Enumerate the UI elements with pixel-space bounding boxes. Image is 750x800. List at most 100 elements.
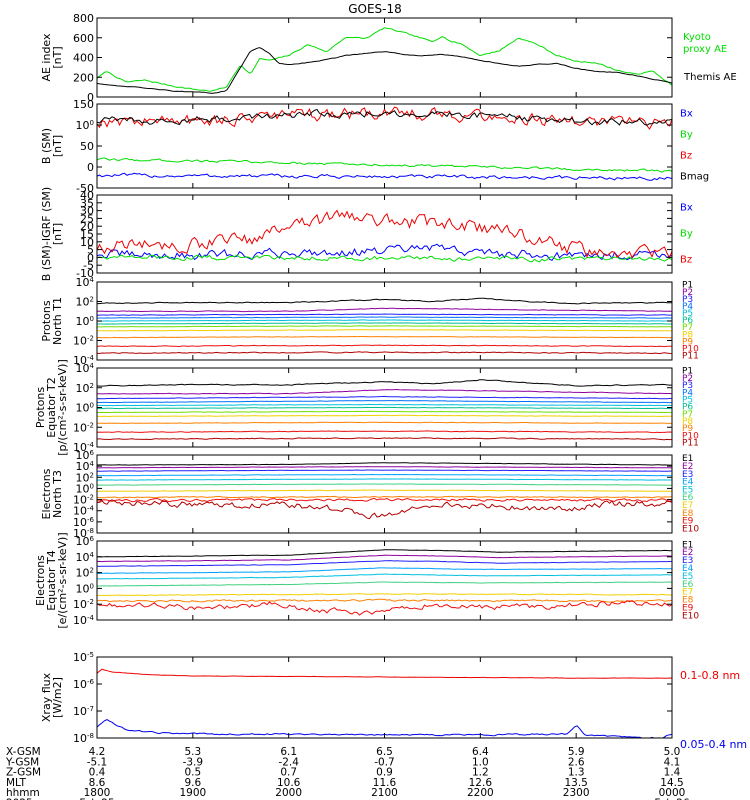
- series-line-e5: [97, 478, 672, 481]
- x-row-label: Y-GSM: [5, 756, 39, 768]
- y-tick-label: 10-6: [73, 678, 95, 691]
- series-line-themis-ae: [97, 47, 672, 94]
- y-tick-label: 106: [76, 535, 95, 548]
- legend-label: 0.05-0.4 nm: [680, 738, 747, 751]
- legend-label: E5: [682, 485, 693, 495]
- legend-label: E2: [682, 462, 693, 472]
- legend-label: Bz: [680, 255, 692, 266]
- legend-label: By: [680, 229, 693, 240]
- x-axis-value: 9.6: [184, 777, 201, 789]
- legend-label: Themis AE: [683, 72, 737, 83]
- y-tick-label: 10: [80, 236, 94, 249]
- legend-label: P4: [682, 388, 693, 398]
- series-line-p3: [97, 313, 672, 316]
- y-tick-label: 10-2: [73, 598, 94, 611]
- x-axis-value: Feb 26: [654, 798, 690, 800]
- x-row-label: X-GSM: [6, 746, 41, 758]
- y-axis-label: Equator T4: [45, 550, 58, 610]
- y-axis-label: [e/(cm²-s-sr-keV)]: [56, 532, 69, 628]
- series-line-p8: [97, 414, 672, 418]
- y-tick-label: 150: [73, 98, 94, 111]
- series-line-p5: [97, 319, 672, 322]
- legend-label: P5: [682, 395, 693, 405]
- y-tick-label: 104: [76, 362, 95, 375]
- y-tick-label: 102: [76, 471, 94, 484]
- series-line-bz: [97, 106, 672, 130]
- legend-label: E1: [682, 540, 693, 550]
- legend-label: P3: [682, 381, 693, 391]
- legend-label: E5: [682, 572, 693, 582]
- legend-label: P10: [682, 431, 699, 441]
- panel-frame: [96, 17, 673, 98]
- y-axis-label: Xray flux: [40, 672, 53, 722]
- series-line-p11: [97, 437, 672, 441]
- series-line-p9: [97, 421, 672, 424]
- legend-label: E9: [682, 517, 694, 527]
- y-axis-label: Equator T2: [45, 377, 58, 437]
- y-axis-label: [p/(cm²-s-sr-keV)]: [56, 359, 69, 456]
- y-tick-label: 100: [76, 119, 94, 132]
- panel-4-series: [97, 297, 672, 355]
- series-line-e4: [97, 473, 672, 477]
- series-line-e10: [97, 499, 672, 520]
- legend-label: P8: [682, 417, 693, 427]
- y-axis-label: Protons: [40, 300, 53, 341]
- x-axis-value: 0000: [659, 787, 686, 799]
- series-line-p6: [97, 406, 672, 410]
- x-axis-value: 1.0: [472, 756, 489, 768]
- legend-label: P8: [682, 330, 693, 340]
- panel-frame: [96, 656, 673, 739]
- series-line-p10: [97, 430, 672, 434]
- y-tick-label: -5: [83, 259, 94, 272]
- x-axis-value: 11.6: [373, 777, 397, 789]
- y-tick-label: -50: [76, 182, 94, 195]
- series-line-bx: [97, 243, 672, 262]
- panel-3-series: [97, 209, 672, 263]
- panel-6: 10-810-610-410-2100102104106ElectronsNor…: [40, 449, 699, 540]
- y-tick-label: 10-2: [73, 335, 94, 348]
- series-line-e9: [97, 497, 672, 503]
- series-line-p7: [97, 325, 672, 328]
- series-line-e2: [97, 554, 672, 563]
- x-axis-value: 5.3: [184, 746, 201, 758]
- y-tick-label: 0: [87, 161, 94, 174]
- series-line-p8: [97, 329, 672, 332]
- y-tick-label: 102: [76, 296, 94, 309]
- legend-label: E8: [682, 596, 694, 606]
- x-axis-value: 1.4: [664, 767, 681, 779]
- legend-label: Bz: [680, 151, 692, 162]
- y-tick-label: 800: [73, 12, 94, 25]
- x-axis-value: Feb 25: [79, 798, 114, 800]
- x-axis-value: 1.2: [472, 767, 489, 779]
- series-line-e9: [97, 600, 672, 616]
- x-axis-value: 5.9: [568, 746, 585, 758]
- y-axis-label: North T3: [51, 470, 64, 518]
- y-tick-label: 10-4: [73, 614, 95, 627]
- series-line-e7: [97, 489, 672, 492]
- x-axis-value: 14.5: [660, 777, 683, 789]
- x-axis-table: X-GSMY-GSMZ-GSMMLThhmm20254.2-5.10.48.61…: [5, 746, 690, 800]
- x-axis-value: 1.3: [568, 767, 585, 779]
- legend-label: E9: [682, 604, 694, 614]
- y-tick-label: 100: [76, 582, 94, 595]
- series-line-by: [97, 157, 672, 173]
- x-axis-value: 2.6: [568, 756, 585, 768]
- y-tick-label: 50: [80, 140, 94, 153]
- series-line-e1: [97, 462, 672, 466]
- series-line-p2: [97, 388, 672, 395]
- panel-2-series: [97, 106, 672, 181]
- panel-5-series: [97, 379, 672, 441]
- y-axis-label: North T1: [51, 297, 64, 345]
- series-line-e4: [97, 567, 672, 575]
- legend-label: P7: [682, 410, 693, 420]
- x-axis-value: -0.7: [374, 756, 395, 768]
- series-line-p4: [97, 316, 672, 319]
- series-line-p7: [97, 410, 672, 414]
- series-line-e6: [97, 581, 672, 587]
- series-line-p2: [97, 307, 672, 313]
- y-tick-label: 100: [76, 315, 94, 328]
